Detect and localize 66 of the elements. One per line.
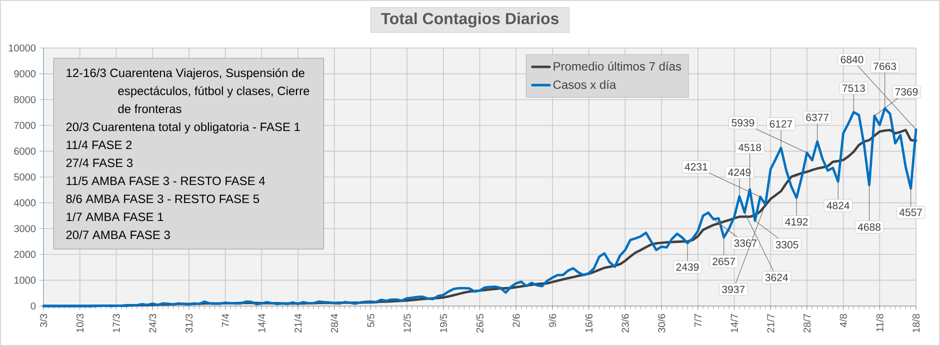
data-label: 5939: [732, 119, 754, 126]
x-tick-label: 9/6: [548, 314, 556, 327]
x-tick-label: 28/4: [330, 314, 338, 332]
data-label: 4557: [899, 208, 922, 216]
data-label: 4192: [785, 218, 808, 226]
data-label: 3367: [734, 239, 757, 247]
x-tick-label: 3/3: [40, 314, 48, 328]
x-tick-label: 16/6: [585, 314, 592, 332]
y-tick-label: 0: [30, 302, 36, 310]
data-label: 3624: [765, 274, 788, 282]
data-label: 7369: [895, 88, 918, 96]
y-tick-label: 3000: [14, 225, 36, 232]
legend-label: Casos x día: [553, 80, 616, 89]
annotation: 11/5 AMBA FASE 3 - RESTO FASE 4: [66, 176, 265, 186]
data-label: 4518: [738, 144, 762, 152]
x-tick-label: 31/3: [185, 314, 193, 333]
x-tick-label: 24/3: [148, 314, 156, 332]
annotation: 20/3 Cuarentena total y obligatoria - FASE 1: [66, 122, 300, 134]
annotation: 20/7 AMBA FASE 3: [66, 230, 170, 240]
x-tick-label: 18/8: [912, 314, 920, 332]
data-label: 4231: [684, 163, 708, 171]
data-label: 3937: [722, 286, 745, 294]
y-tick-label: 1000: [14, 276, 36, 284]
x-tick-label: 14/7: [730, 314, 738, 332]
data-label: 2657: [712, 258, 735, 266]
x-tick-label: 26/5: [476, 314, 484, 332]
annotation: 8/6 AMBA FASE 3 - RESTO FASE 5: [66, 194, 260, 204]
y-tick-label: 7000: [14, 122, 36, 129]
chart-title: Total Contagios Diarios: [380, 12, 559, 28]
data-label: 6840: [840, 56, 864, 64]
x-tick-label: 4/8: [840, 314, 847, 328]
x-tick-label: 7/4: [222, 314, 229, 327]
x-tick-label: 10/3: [76, 314, 84, 332]
x-tick-label: 2/6: [512, 314, 520, 327]
annotation: 1/7 AMBA FASE 1: [66, 212, 164, 222]
y-tick-label: 6000: [14, 148, 36, 155]
annotation: 27/4 FASE 3: [66, 158, 133, 168]
data-label: 4688: [858, 223, 880, 231]
x-tick-label: 12/5: [403, 314, 411, 332]
y-tick-label: 10000: [8, 44, 36, 52]
data-label: 7663: [874, 62, 896, 70]
y-tick-label: 8000: [14, 96, 36, 104]
annotation: 12-16/3 Cuarentena Viajeros, Suspensión de espectáculos, fútbol y clases, Cierre de fronteras: [66, 68, 310, 114]
x-tick-label: 14/4: [258, 314, 266, 332]
y-tick-label: 4000: [14, 199, 36, 206]
x-tick-label: 23/6: [622, 314, 629, 332]
x-tick-label: 17/3: [112, 314, 120, 332]
x-tick-label: 21/7: [766, 314, 774, 332]
x-tick-label: 28/7: [803, 314, 811, 332]
x-tick-label: 21/4: [294, 314, 302, 332]
x-tick-label: 11/8: [876, 314, 884, 332]
annotation: 11/4 FASE 2: [66, 140, 132, 150]
data-label: 6377: [806, 114, 828, 122]
data-label: 7513: [842, 84, 865, 92]
data-label: 3305: [776, 241, 798, 248]
data-label: 2439: [676, 263, 699, 271]
legend-label: Promedio últimos 7 días: [554, 62, 682, 71]
data-label: 6127: [770, 120, 792, 128]
x-tick-label: 30/6: [658, 314, 666, 333]
y-tick-label: 9000: [14, 70, 36, 78]
x-tick-label: 5/5: [367, 314, 374, 328]
y-tick-label: 2000: [14, 250, 36, 258]
data-label: 4824: [826, 202, 850, 210]
x-tick-label: 19/5: [440, 314, 448, 332]
y-tick-label: 5000: [14, 173, 36, 181]
x-tick-label: 7/7: [694, 314, 702, 327]
